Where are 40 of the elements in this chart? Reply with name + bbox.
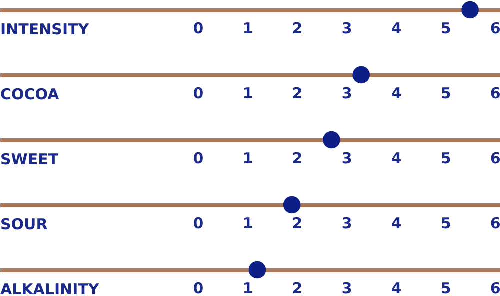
y-tick-label: COCOA: [0, 86, 60, 104]
x-tick-label: 6: [490, 214, 500, 232]
y-tick-label: INTENSITY: [0, 20, 90, 38]
x-tick-label: 0: [193, 214, 204, 232]
x-tick-label: 2: [292, 84, 303, 102]
x-tick-label: 2: [292, 214, 303, 232]
x-tick-label: 0: [193, 280, 204, 296]
y-tick-label: ALKALINITY: [0, 280, 100, 296]
x-tick-label: 4: [391, 20, 402, 38]
x-tick-label: 6: [490, 84, 500, 102]
x-tick-label: 3: [342, 280, 352, 296]
x-tick-label: 4: [391, 280, 402, 296]
x-tick-label: 1: [242, 214, 254, 232]
x-tick-label: 3: [342, 214, 352, 232]
x-tick-label: 4: [391, 214, 402, 232]
x-tick-label: 4: [391, 84, 402, 102]
x-tick-label: 0: [193, 20, 204, 38]
x-tick-label: 3: [342, 20, 352, 38]
x-tick-label: 2: [292, 20, 303, 38]
x-tick-label: 6: [490, 280, 500, 296]
x-tick-label: 6: [490, 150, 500, 168]
y-tick-label: SWEET: [0, 150, 60, 168]
x-tick-label: 3: [342, 150, 352, 168]
x-tick-label: 1: [242, 280, 254, 296]
x-tick-label: 5: [440, 280, 452, 296]
x-tick-label: 2: [292, 280, 303, 296]
y-tick-label: SOUR: [0, 216, 48, 234]
x-tick-label: 1: [242, 84, 254, 102]
x-tick-label: 3: [342, 84, 352, 102]
x-tick-label: 2: [292, 150, 303, 168]
x-tick-label: 1: [242, 20, 254, 38]
x-tick-label: 5: [440, 84, 452, 102]
x-tick-label: 6: [490, 20, 500, 38]
x-tick-label: 4: [391, 150, 402, 168]
x-tick-label: 0: [193, 150, 204, 168]
x-tick-label: 5: [440, 214, 452, 232]
x-tick-label: 1: [242, 150, 254, 168]
x-tick-label: 5: [440, 20, 452, 38]
x-tick-label: 5: [440, 150, 452, 168]
x-tick-label: 0: [193, 84, 204, 102]
